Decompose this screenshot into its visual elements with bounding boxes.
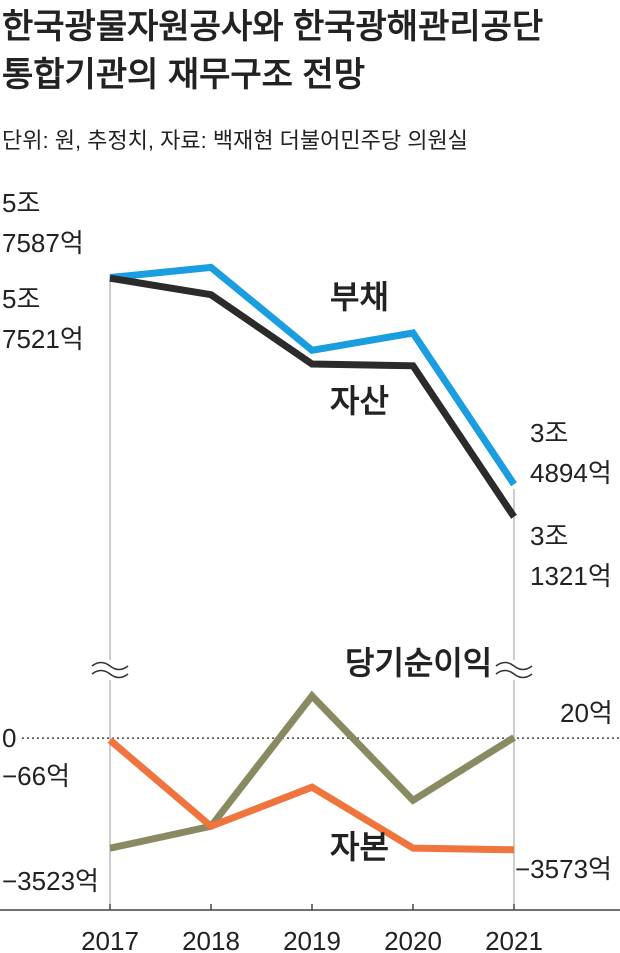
chart-title: 한국광물자원공사와 한국광해관리공단 <box>2 8 543 46</box>
value-label: 3조 4894억 <box>530 418 612 488</box>
series-line <box>109 274 517 519</box>
series-label: 당기순이익 <box>345 645 492 681</box>
series-line <box>109 263 517 487</box>
value-label: −66억 <box>2 761 70 791</box>
x-tick-label: 2021 <box>485 926 543 953</box>
x-tick-label: 2019 <box>283 926 341 953</box>
value-label: 5조 7587억 <box>2 188 84 258</box>
x-tick-label: 2018 <box>182 926 240 953</box>
y-tick-label: 0 <box>2 723 16 753</box>
series-label: 자산 <box>330 383 389 419</box>
chart-title: 통합기관의 재무구조 전망 <box>2 56 365 94</box>
value-label: 20억 <box>560 698 613 728</box>
subtitle: 단위: 원, 추정치, 자료: 백재현 더불어민주당 의원실 <box>2 128 468 153</box>
series-line <box>107 737 515 854</box>
value-label: −3573억 <box>515 854 612 884</box>
x-tick-label: 2020 <box>384 926 442 953</box>
value-label: 3조 1321억 <box>530 521 612 591</box>
value-label: 5조 7521억 <box>2 284 84 354</box>
series-line <box>109 690 516 852</box>
value-label: −3523억 <box>2 866 99 896</box>
series-label: 부채 <box>330 279 389 315</box>
axis-break <box>90 660 534 680</box>
x-tick-label: 2017 <box>81 926 139 953</box>
series-label: 자본 <box>330 829 389 865</box>
